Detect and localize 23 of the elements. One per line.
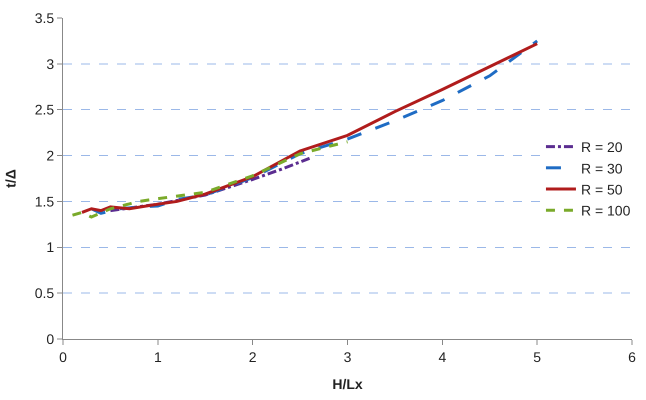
y-tick-label: 3 (46, 56, 54, 72)
legend-label: R = 20 (580, 139, 623, 156)
y-tick-label: 1.5 (34, 193, 54, 210)
x-tick-label: 2 (248, 348, 257, 365)
legend-label: R = 50 (580, 181, 623, 198)
x-axis-title: H/Lx (332, 376, 363, 392)
x-tick-label: 0 (59, 348, 68, 365)
x-tick-label: 6 (628, 348, 636, 365)
y-tick-label: 0.5 (34, 285, 54, 302)
y-tick-label: 0 (46, 330, 54, 347)
y-tick-label: 2 (46, 147, 54, 164)
y-axis-title: t/Δ (2, 169, 18, 188)
x-tick-label: 3 (344, 348, 352, 365)
line-series (108, 156, 312, 212)
y-tick-label: 1 (46, 239, 54, 256)
x-tick-label: 1 (154, 348, 162, 365)
x-tick-label: 4 (438, 348, 446, 365)
line-series (70, 140, 349, 219)
x-tick-label: 5 (533, 348, 542, 365)
legend-label: R = 100 (580, 202, 631, 219)
legend-label: R = 30 (580, 160, 623, 176)
y-tick-label: 3.5 (34, 10, 54, 26)
y-tick-label: 2.5 (34, 102, 54, 118)
